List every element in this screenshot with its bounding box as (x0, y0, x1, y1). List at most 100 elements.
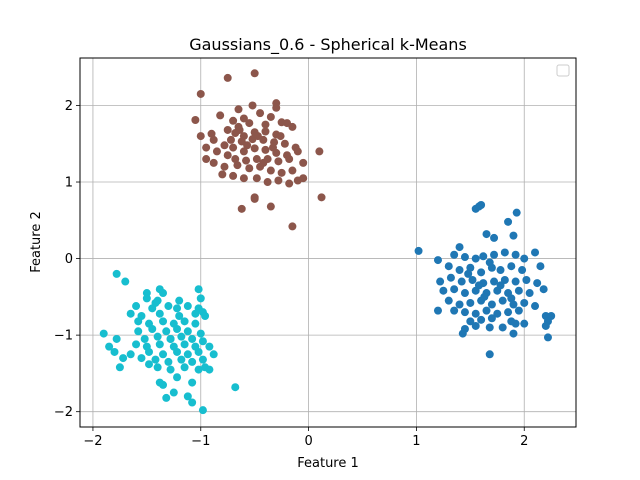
data-point (252, 174, 261, 183)
data-point (142, 294, 151, 303)
data-point (173, 347, 182, 356)
data-point (274, 157, 283, 166)
data-point (198, 337, 207, 346)
data-point (498, 323, 507, 332)
data-point (288, 122, 297, 131)
data-point (119, 354, 128, 363)
data-point (183, 350, 192, 359)
data-point (504, 308, 513, 317)
data-point (498, 296, 507, 305)
data-point (507, 262, 516, 271)
data-point (194, 285, 203, 294)
data-point (509, 300, 518, 309)
data-point (464, 269, 473, 278)
chart-title: Gaussians_0.6 - Spherical k-Means (189, 35, 467, 55)
data-point (223, 125, 232, 134)
data-point (137, 354, 146, 363)
data-point (487, 300, 496, 309)
data-points (99, 69, 556, 415)
data-point (175, 311, 184, 320)
data-point (450, 285, 459, 294)
data-point (455, 243, 464, 252)
data-point (112, 269, 121, 278)
data-point (202, 143, 211, 152)
data-point (201, 311, 210, 320)
data-point (490, 233, 499, 242)
data-point (183, 392, 192, 401)
data-point (466, 298, 475, 307)
data-point (212, 147, 221, 156)
data-point (511, 250, 520, 259)
data-point (259, 158, 268, 167)
data-point (474, 281, 483, 290)
axes-frame (79, 57, 577, 428)
data-point (482, 230, 491, 239)
data-point (252, 155, 261, 164)
data-point (261, 127, 270, 136)
data-point (134, 317, 143, 326)
data-point (223, 151, 232, 160)
data-point (218, 170, 227, 179)
data-point (460, 308, 469, 317)
data-point (436, 277, 445, 286)
data-point (173, 325, 182, 334)
data-point (500, 248, 509, 257)
data-point (266, 166, 275, 175)
data-point (233, 161, 242, 170)
data-point (511, 277, 520, 286)
data-point (239, 174, 248, 183)
data-point (207, 129, 216, 138)
data-point (99, 329, 108, 338)
data-point (509, 231, 518, 240)
data-point (543, 333, 552, 342)
data-point (253, 132, 262, 141)
data-point (155, 340, 164, 349)
data-point (169, 388, 178, 397)
x-tick-label: −1 (191, 434, 210, 449)
data-point (177, 355, 186, 364)
data-point (250, 144, 259, 153)
data-point (223, 73, 232, 82)
data-point (155, 309, 164, 318)
data-point (477, 268, 486, 277)
data-point (162, 327, 171, 336)
x-axis-label: Feature 1 (297, 456, 359, 471)
data-point (164, 302, 173, 311)
data-point (466, 263, 475, 272)
data-point (477, 315, 486, 324)
data-point (121, 277, 130, 286)
data-point (159, 317, 168, 326)
data-point (450, 306, 459, 315)
data-point (272, 103, 281, 112)
data-point (180, 363, 189, 372)
data-point (177, 332, 186, 341)
data-point (148, 325, 157, 334)
data-point (235, 125, 244, 134)
data-point (518, 266, 527, 275)
data-point (194, 347, 203, 356)
data-point (277, 168, 286, 177)
legend-box[interactable] (556, 64, 570, 77)
data-point (471, 254, 480, 263)
data-point (188, 357, 197, 366)
data-point (126, 309, 135, 318)
data-point (164, 357, 173, 366)
data-point (151, 298, 160, 307)
data-point (457, 277, 466, 286)
data-point (466, 317, 475, 326)
data-point (188, 334, 197, 343)
data-point (198, 406, 207, 415)
data-point (134, 327, 143, 336)
data-point (482, 306, 491, 315)
data-point (288, 166, 297, 175)
data-point (539, 285, 548, 294)
data-point (198, 355, 207, 364)
data-point (237, 204, 246, 213)
data-point (520, 319, 529, 328)
data-point (220, 141, 229, 150)
data-point (509, 329, 518, 338)
data-point (514, 306, 523, 315)
data-point (444, 296, 453, 305)
data-point (460, 253, 469, 262)
